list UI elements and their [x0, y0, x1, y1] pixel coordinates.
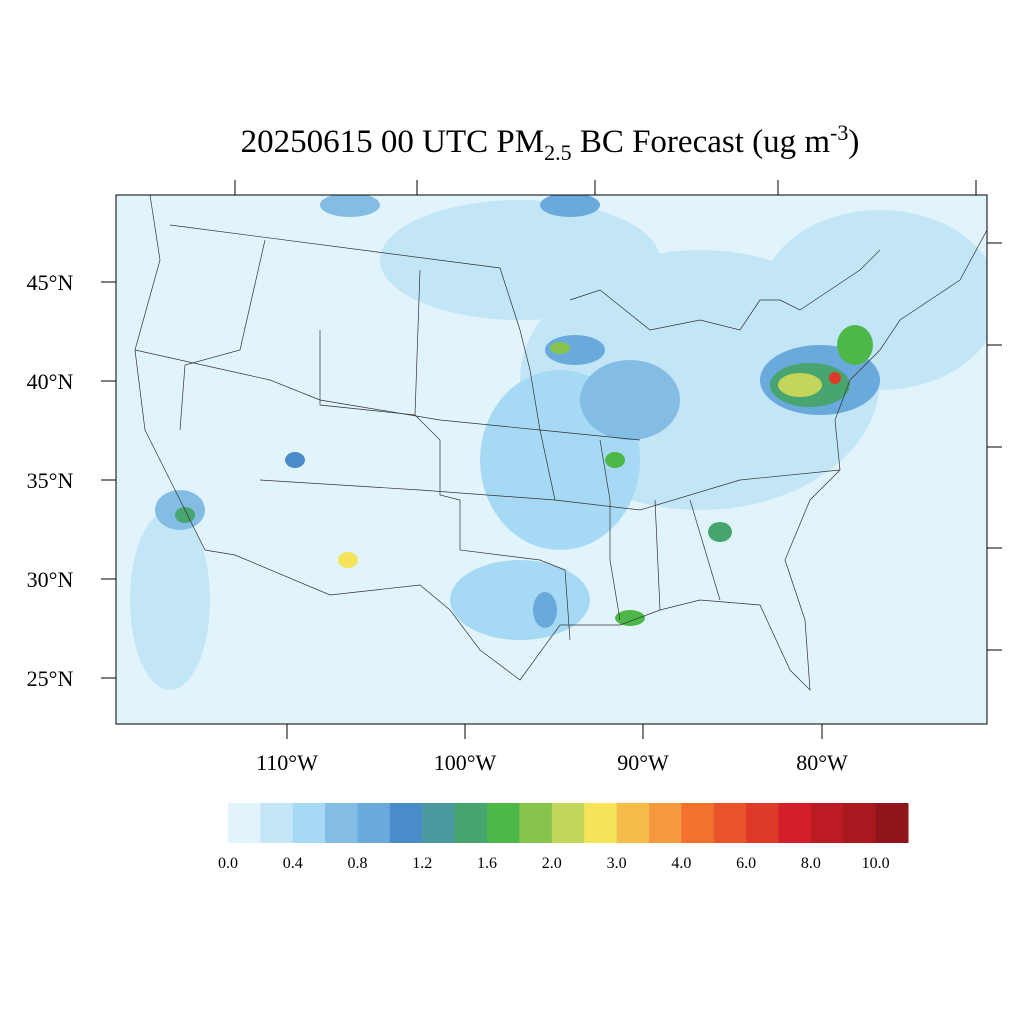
color-box	[875, 803, 909, 843]
colorbar-label: 8.0	[801, 855, 821, 872]
title: 20250615 00 UTC PM2.5 BC Forecast (ug m-…	[241, 120, 860, 165]
color-box	[389, 803, 423, 843]
colorbar: 0.0 0.4 0.8 1.2 1.6 2.0 3.0 4.0 6.0 8.0 10.0	[218, 803, 909, 872]
lon-label: 90°W	[617, 750, 669, 775]
lon-label: 100°W	[434, 750, 497, 775]
color-box	[228, 803, 261, 843]
axis-labels: 45°N 40°N 35°N 30°N 25°N 110°W 100°W 90°W 80°W	[27, 270, 848, 775]
color-box	[551, 803, 585, 843]
title-text: 20250615 00 UTC PM	[241, 124, 544, 160]
lon-label: 80°W	[796, 750, 848, 775]
lat-label: 25°N	[27, 666, 74, 691]
color-box	[713, 803, 747, 843]
color-box	[616, 803, 650, 843]
title-text: )	[848, 124, 859, 160]
lat-label: 35°N	[27, 468, 74, 493]
colorbar-label: 6.0	[736, 855, 756, 872]
color-box	[422, 803, 456, 843]
colorbar-label: 10.0	[862, 855, 890, 872]
color-box	[746, 803, 779, 843]
colorbar-label: 2.0	[542, 855, 562, 872]
colorbar-label: 1.6	[477, 855, 497, 872]
map	[101, 180, 1002, 739]
lat-label: 40°N	[27, 369, 74, 394]
color-box	[681, 803, 715, 843]
lat-label: 30°N	[27, 567, 74, 592]
color-box	[260, 803, 294, 843]
title-subscript: 2.5	[544, 140, 572, 165]
color-box	[810, 803, 844, 843]
colorbar-label: 3.0	[607, 855, 627, 872]
color-box	[843, 803, 877, 843]
color-box	[454, 803, 488, 843]
color-box	[487, 803, 520, 843]
colorbar-label: 0.0	[218, 855, 238, 872]
colorbar-label: 0.8	[348, 855, 368, 872]
color-box	[778, 803, 812, 843]
color-box	[648, 803, 682, 843]
title-superscript: -3	[830, 120, 848, 145]
lon-label: 110°W	[256, 750, 318, 775]
color-box	[584, 803, 618, 843]
colorbar-label: 0.4	[283, 855, 303, 872]
color-box	[519, 803, 553, 843]
colorbar-label: 1.2	[412, 855, 432, 872]
color-box	[325, 803, 359, 843]
title-text: BC Forecast (ug m	[572, 124, 831, 160]
map-frame	[115, 194, 988, 725]
colorbar-label: 4.0	[671, 855, 691, 872]
lat-label: 45°N	[27, 270, 74, 295]
color-box	[357, 803, 391, 843]
concentration-field	[130, 195, 987, 691]
color-box	[292, 803, 326, 843]
frame-ticks	[101, 180, 1002, 739]
